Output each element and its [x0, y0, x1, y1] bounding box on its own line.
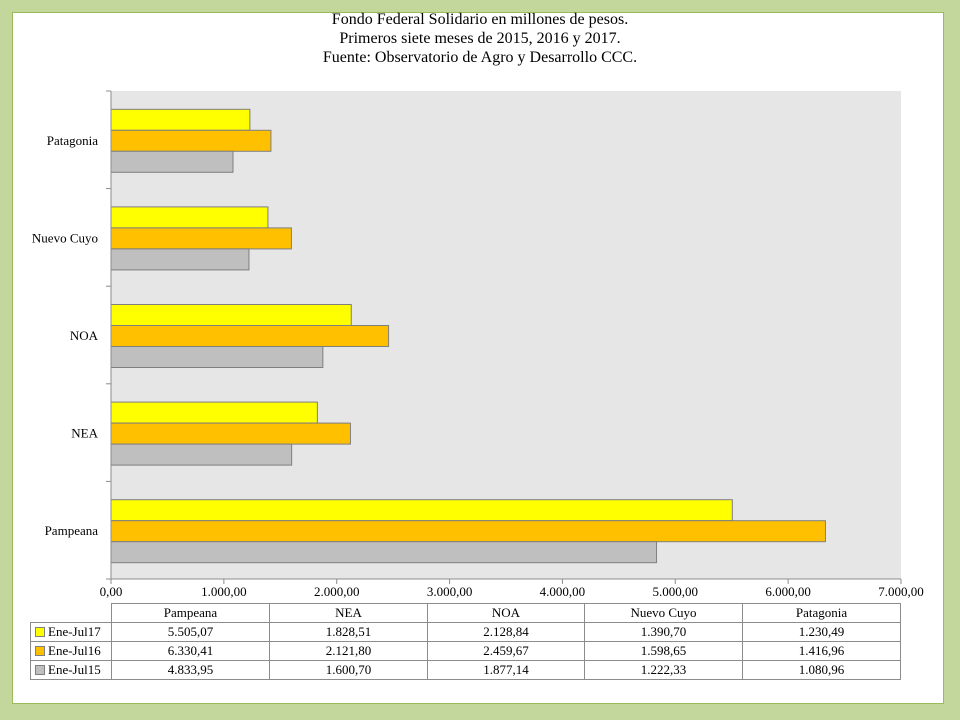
x-tick-label-0: 0,00 [100, 584, 123, 599]
data-label-ene-jul15-nea: 1.600,70 [269, 660, 428, 680]
bar-nea-ene-jul16 [110, 422, 351, 445]
data-label-ene-jul17-nea: 1.828,51 [269, 622, 428, 642]
legend-swatch [35, 665, 45, 676]
data-table-col-pampeana: Pampeana [111, 603, 270, 623]
x-tick-label-2: 2.000,00 [314, 584, 360, 599]
data-label-ene-jul15-patagonia: 1.080,96 [742, 660, 901, 680]
legend-label: Ene-Jul15 [48, 662, 101, 677]
bar-noa-ene-jul17 [110, 304, 352, 326]
y-tick-label-patagonia: Patagonia [47, 133, 98, 148]
legend-entry-ene-jul15: Ene-Jul15 [30, 660, 112, 680]
data-table-col-nea: NEA [269, 603, 428, 623]
data-table-row-ene-jul16: Ene-Jul16 6.330,41 2.121,80 2.459,67 1.598,6… [30, 641, 901, 661]
x-tick-label-1: 1.000,00 [201, 584, 247, 599]
x-tick-label-5: 5.000,00 [653, 584, 699, 599]
chart-title-line-2: Primeros siete meses de 2015, 2016 y 201… [339, 30, 621, 47]
data-label-ene-jul17-pampeana: 5.505,07 [111, 622, 270, 642]
data-table-col-patagonia: Patagonia [742, 603, 901, 623]
bar-noa-ene-jul15 [110, 346, 324, 368]
legend-entry-ene-jul17: Ene-Jul17 [30, 622, 112, 642]
data-table-row-ene-jul15: Ene-Jul15 4.833,95 1.600,70 1.877,14 1.222,3… [30, 660, 901, 680]
bar-nea-ene-jul17 [110, 401, 318, 424]
chart-title: Fondo Federal Solidario en millones de p… [0, 10, 960, 67]
x-tick-label-7: 7.000,00 [878, 584, 924, 599]
y-tick-label-pampeana: Pampeana [45, 523, 99, 538]
x-tick-label-6: 6.000,00 [765, 584, 811, 599]
bar-nea-ene-jul15 [110, 443, 293, 466]
data-label-ene-jul16-nea: 2.121,80 [269, 641, 428, 661]
bar-pampeana-ene-jul16 [110, 520, 826, 543]
data-table-row-ene-jul17: Ene-Jul17 5.505,07 1.828,51 2.128,84 1.390,7… [30, 622, 901, 642]
bar-patagonia-ene-jul17 [110, 108, 251, 131]
chart-title-line-1: Fondo Federal Solidario en millones de p… [331, 11, 629, 28]
legend-label: Ene-Jul17 [48, 624, 101, 639]
bar-nuevo-cuyo-ene-jul15 [110, 248, 250, 271]
legend-swatch [35, 646, 45, 657]
bar-patagonia-ene-jul15 [110, 150, 234, 173]
data-table-col-nuevo-cuyo: Nuevo Cuyo [584, 603, 743, 623]
data-label-ene-jul16-nuevo-cuyo: 1.598,65 [584, 641, 743, 661]
data-table-corner [31, 604, 112, 623]
data-label-ene-jul15-nuevo-cuyo: 1.222,33 [584, 660, 743, 680]
data-table-col-noa: NOA [427, 603, 585, 623]
bar-noa-ene-jul16 [110, 325, 390, 347]
bar-nuevo-cuyo-ene-jul17 [110, 206, 269, 229]
data-label-ene-jul17-noa: 2.128,84 [427, 622, 585, 642]
data-label-ene-jul15-noa: 1.877,14 [427, 660, 585, 680]
y-tick-label-nea: NEA [71, 426, 98, 441]
bar-patagonia-ene-jul16 [110, 129, 272, 152]
data-label-ene-jul16-pampeana: 6.330,41 [111, 641, 270, 661]
data-table-header-row: Pampeana NEA NOA Nuevo Cuyo Patagonia [31, 603, 901, 623]
bar-pampeana-ene-jul17 [110, 499, 733, 522]
data-label-ene-jul16-patagonia: 1.416,96 [742, 641, 901, 661]
bar-nuevo-cuyo-ene-jul16 [110, 227, 292, 250]
bar-pampeana-ene-jul15 [110, 541, 658, 564]
x-tick-label-4: 4.000,00 [540, 584, 586, 599]
legend-swatch [35, 627, 45, 638]
x-tick-label-3: 3.000,00 [427, 584, 473, 599]
y-tick-label-nuevo-cuyo: Nuevo Cuyo [32, 230, 98, 245]
legend-entry-ene-jul16: Ene-Jul16 [30, 641, 112, 661]
data-label-ene-jul15-pampeana: 4.833,95 [111, 660, 270, 680]
chart-title-line-3: Fuente: Observatorio de Agro y Desarroll… [322, 49, 638, 66]
data-label-ene-jul16-noa: 2.459,67 [427, 641, 585, 661]
data-label-ene-jul17-nuevo-cuyo: 1.390,70 [584, 622, 743, 642]
legend-label: Ene-Jul16 [48, 643, 101, 658]
data-label-ene-jul17-patagonia: 1.230,49 [742, 622, 901, 642]
y-tick-label-noa: NOA [70, 328, 99, 343]
data-table: Pampeana NEA NOA Nuevo Cuyo Patagonia En… [30, 603, 901, 680]
